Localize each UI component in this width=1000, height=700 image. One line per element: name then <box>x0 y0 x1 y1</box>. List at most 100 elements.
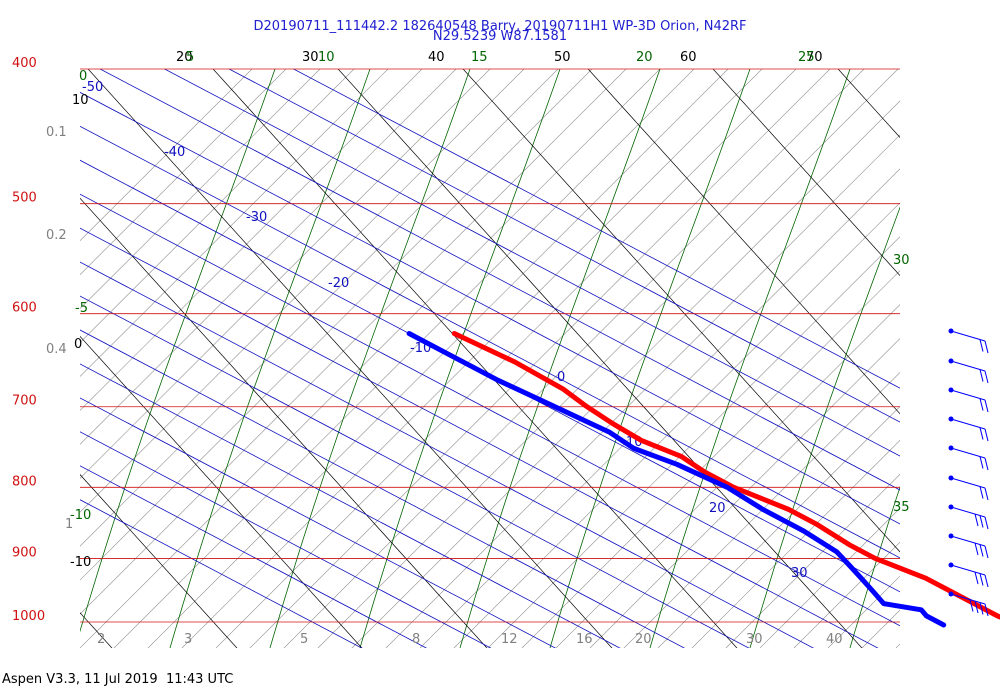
wind-barb-flag <box>984 545 989 559</box>
pressure-label: 400 <box>12 56 37 71</box>
pressure-label: 600 <box>12 301 37 316</box>
wind-barb-staff <box>950 506 986 518</box>
mixing-ratio-label: 40 <box>826 632 843 647</box>
mixing-ratio-line <box>249 69 831 648</box>
wind-barb-flag <box>974 542 979 556</box>
wind-barb-flag <box>984 340 989 354</box>
dry-adiabat-line <box>87 69 613 648</box>
mixing-ratio-label: 20 <box>635 632 652 647</box>
wind-barb-flag <box>979 544 984 557</box>
dry-adiabat-line <box>587 69 900 415</box>
wind-barb-flag <box>984 457 989 471</box>
moist-adiabats <box>80 69 900 648</box>
dry-adiabat-label: 30 <box>302 50 319 65</box>
isotherm-label: 20 <box>709 501 726 516</box>
wind-barb-staff <box>950 593 986 605</box>
moist-adiabat-line <box>849 485 900 648</box>
mixing-ratio-line <box>80 69 423 411</box>
mixing-ratio-lines <box>80 69 1000 648</box>
chart-subtitle: N29.5239 W87.1581 <box>432 29 568 44</box>
wind-barb-flag <box>984 516 989 530</box>
dry-adiabat-label: 20 <box>176 50 193 65</box>
isotherm-line <box>80 499 363 648</box>
mixing-ratio-line <box>351 100 900 648</box>
wind-barb-flag <box>979 369 984 382</box>
isotherm-label: -50 <box>82 80 103 95</box>
mixing-ratio-line <box>80 69 559 547</box>
mixing-ratio-line <box>623 372 900 648</box>
mixing-ratio-label: 12 <box>501 632 518 647</box>
wind-barb-flag <box>979 456 984 469</box>
dewpoint-trace <box>406 331 947 628</box>
mixing-ratio-label: 3 <box>184 632 192 647</box>
mixing-ratio-line <box>487 236 900 648</box>
isotherm-line <box>80 363 621 648</box>
dry-adiabat-line <box>80 197 488 648</box>
isotherm-label: -40 <box>164 145 185 160</box>
wind-barb <box>948 591 989 617</box>
mixing-ratio-label: 16 <box>576 632 593 647</box>
pressure-label: 1000 <box>12 609 45 624</box>
mixing-ratio-line <box>80 69 593 581</box>
mixing-ratio-line <box>895 643 900 648</box>
wind-barb-staff <box>950 418 986 430</box>
mixing-ratio-line <box>80 69 287 276</box>
wind-barb-flag <box>974 600 979 614</box>
isotherm-label: -20 <box>328 276 349 291</box>
moist-adiabat-line <box>359 69 561 648</box>
dry-adiabat-line <box>945 49 1000 668</box>
wind-barb-staff <box>950 360 986 372</box>
mixing-ratio-label: 8 <box>412 632 420 647</box>
wind-barb-staff <box>950 564 986 576</box>
dry-adiabat-line <box>462 69 900 553</box>
isotherm-label: -30 <box>246 210 267 225</box>
dry-adiabat-label: -10 <box>70 555 91 570</box>
dry-adiabat-label: 60 <box>680 50 697 65</box>
dry-adiabat-label: 0 <box>74 337 82 352</box>
moist-adiabat-line <box>549 69 751 648</box>
mixing-ratio-label: 5 <box>300 632 308 647</box>
footer-version: Aspen V3.3, 11 Jul 2019 11:43 UTC <box>2 672 234 687</box>
wind-barb <box>948 562 989 588</box>
dry-adiabat-label: 40 <box>428 50 445 65</box>
mixing-ratio-line <box>80 69 389 377</box>
wind-barb-flag <box>984 574 989 588</box>
wind-barb <box>948 504 989 530</box>
isotherm-line <box>80 329 686 648</box>
mixing-ratio-label: 2 <box>97 632 105 647</box>
moist-adiabat-label: 20 <box>636 50 653 65</box>
isotherm-line <box>228 69 900 423</box>
wind-barb-flag <box>979 515 984 528</box>
isobars <box>80 68 900 623</box>
isotherm-label: 30 <box>791 566 808 581</box>
moist-adiabat-label: 30 <box>893 253 910 268</box>
isotherm-line <box>163 69 900 457</box>
mixing-ratio-label: 1 <box>65 517 73 532</box>
dry-adiabat-line <box>212 69 738 648</box>
mixing-ratio-line <box>453 202 900 648</box>
mixing-ratio-line <box>80 69 457 445</box>
mixing-ratio-line <box>181 69 763 648</box>
wind-barb-staff <box>950 477 986 489</box>
mixing-ratio-line <box>827 575 900 648</box>
moist-adiabat-line <box>649 69 851 648</box>
dry-adiabat-line <box>80 612 113 648</box>
mixing-ratio-line <box>964 69 1000 648</box>
dry-adiabat-line <box>337 69 863 648</box>
wind-barb-flag <box>979 486 984 499</box>
pressure-label: 500 <box>12 191 37 206</box>
mixing-ratio-line <box>80 69 525 513</box>
mixing-ratio-label: 0.4 <box>46 342 67 357</box>
dry-adiabat-line <box>80 335 363 648</box>
mixing-ratio-line <box>317 69 899 648</box>
mixing-ratio-line <box>80 69 355 343</box>
pressure-label: 700 <box>12 394 37 409</box>
wind-barb-flag <box>984 428 989 442</box>
mixing-ratio-line <box>147 69 729 648</box>
temperature-trace <box>451 331 1000 620</box>
mixing-ratio-line <box>521 270 900 648</box>
wind-barb-flag <box>984 370 989 384</box>
wind-barb <box>948 445 989 471</box>
mixing-ratio-line <box>589 338 900 648</box>
